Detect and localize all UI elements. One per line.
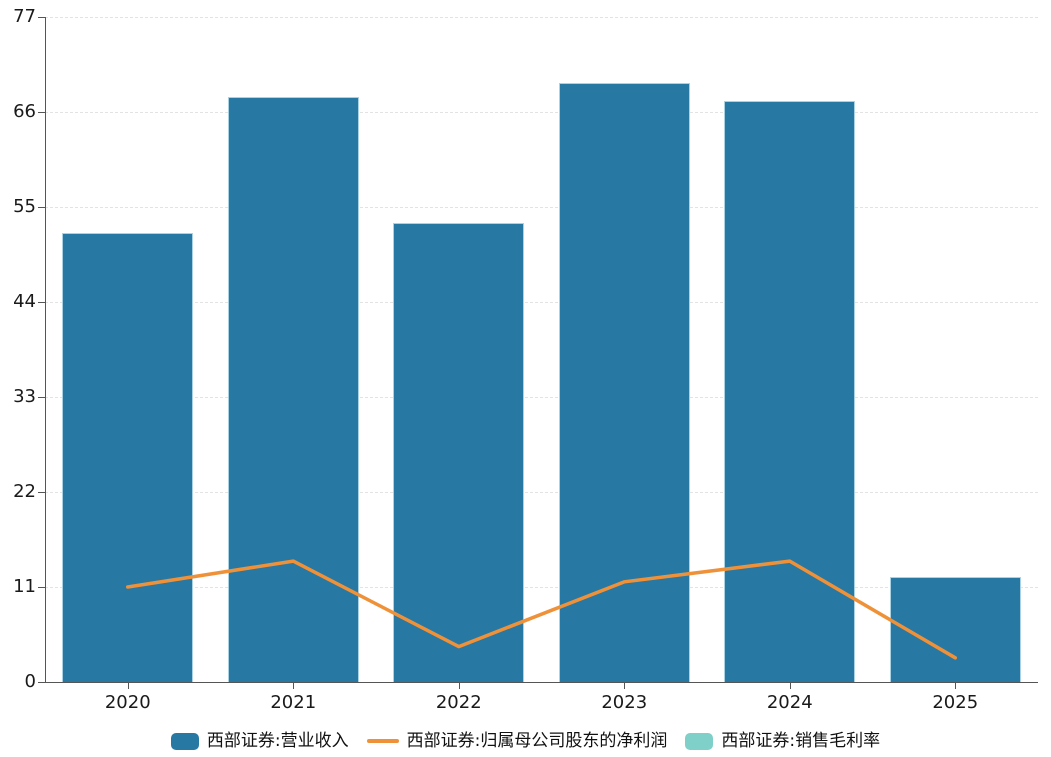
- gridline: [45, 397, 1038, 398]
- x-tick: [458, 682, 460, 689]
- x-tick: [955, 682, 957, 689]
- x-tick: [127, 682, 129, 689]
- x-axis-line: [45, 682, 1038, 683]
- net-profit-line[interactable]: [126, 559, 957, 660]
- legend-item-revenue[interactable]: 西部证券:营业收入: [170, 730, 349, 752]
- bar-2020[interactable]: [62, 232, 194, 682]
- x-axis-label-2022: 2022: [435, 692, 482, 713]
- y-axis-line: [45, 17, 46, 682]
- bar-2023[interactable]: [558, 82, 690, 682]
- gross-margin-swatch-icon: [685, 732, 714, 750]
- y-tick: [38, 682, 45, 683]
- bar-2022[interactable]: [393, 223, 525, 682]
- x-tick: [293, 682, 295, 689]
- y-axis-label: 22: [13, 481, 36, 502]
- y-axis-label: 55: [13, 196, 36, 217]
- y-axis-label: 0: [24, 671, 36, 692]
- x-tick: [789, 682, 791, 689]
- x-axis-label-2024: 2024: [766, 692, 813, 713]
- legend-label-gross-margin: 西部证券:销售毛利率: [721, 731, 881, 751]
- revenue-bar-swatch-icon: [170, 732, 199, 750]
- gridline: [45, 207, 1038, 208]
- y-tick: [38, 587, 45, 588]
- legend-label-revenue: 西部证券:营业收入: [206, 731, 349, 751]
- x-axis-label-2020: 2020: [104, 692, 151, 713]
- legend-item-gross-margin[interactable]: 西部证券:销售毛利率: [685, 730, 880, 752]
- x-tick: [624, 682, 626, 689]
- y-tick: [38, 17, 45, 18]
- x-axis-label-2021: 2021: [270, 692, 317, 713]
- bar-2024[interactable]: [724, 100, 856, 682]
- y-tick: [38, 397, 45, 398]
- y-tick: [38, 302, 45, 303]
- gridline: [45, 17, 1038, 18]
- legend: 西部证券:营业收入 西部证券:归属母公司股东的净利润 西部证券:销售毛利率: [0, 724, 1051, 757]
- y-tick: [38, 207, 45, 208]
- y-axis-label: 77: [13, 6, 36, 27]
- legend-label-net-profit: 西部证券:归属母公司股东的净利润: [406, 731, 668, 751]
- y-tick: [38, 492, 45, 493]
- legend-item-net-profit[interactable]: 西部证券:归属母公司股东的净利润: [366, 730, 668, 752]
- bar-2025[interactable]: [889, 576, 1021, 682]
- y-axis-label: 11: [13, 576, 36, 597]
- net-profit-line-swatch-icon: [366, 738, 399, 744]
- bar-2021[interactable]: [227, 97, 359, 682]
- y-axis-label: 44: [13, 291, 36, 312]
- gridline: [45, 587, 1038, 588]
- gridline: [45, 492, 1038, 493]
- x-axis-label-2025: 2025: [932, 692, 979, 713]
- y-axis-label: 33: [13, 386, 36, 407]
- gridline: [45, 112, 1038, 113]
- gridline: [45, 302, 1038, 303]
- y-axis-label: 66: [13, 101, 36, 122]
- y-tick: [38, 112, 45, 113]
- x-axis-label-2023: 2023: [601, 692, 648, 713]
